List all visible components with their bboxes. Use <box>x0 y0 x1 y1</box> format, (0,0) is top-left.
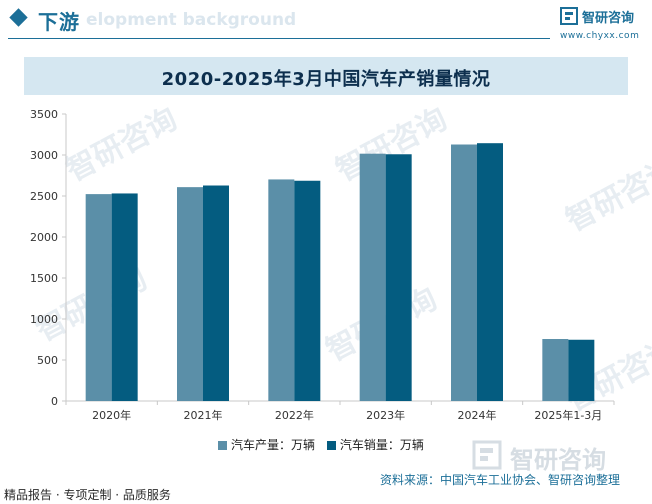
bar-sales <box>477 143 503 401</box>
watermark-logo-icon <box>472 440 502 470</box>
header-divider <box>8 38 550 39</box>
x-tick-label: 2024年 <box>458 408 497 422</box>
chart-title-band: 2020-2025年3月中国汽车产销量情况 <box>24 57 628 95</box>
y-tick-label: 3000 <box>30 149 58 162</box>
y-tick-label: 2500 <box>30 190 58 203</box>
y-tick-label: 500 <box>37 354 58 367</box>
section-title: 下游 <box>38 10 80 34</box>
bar-production <box>451 144 477 401</box>
bar-production <box>177 187 203 401</box>
x-tick-label: 2022年 <box>275 408 314 422</box>
legend-label-production: 汽车产量：万辆 <box>231 438 316 452</box>
x-tick-label: 2025年1-3月 <box>534 408 602 422</box>
y-tick-label: 3500 <box>30 108 58 121</box>
bar-production <box>85 194 112 401</box>
legend-label-sales: 汽车销量：万辆 <box>339 438 424 452</box>
y-tick-label: 2000 <box>30 231 58 244</box>
legend-item-production: 汽车产量：万辆 <box>218 436 315 453</box>
chart-title: 2020-2025年3月中国汽车产销量情况 <box>161 69 491 90</box>
watermark-footer-text: 智研咨询 <box>510 446 606 474</box>
background-text: elopment background <box>86 10 297 30</box>
x-tick-label: 2020年 <box>92 408 131 422</box>
bar-sales <box>203 185 229 401</box>
bar-sales <box>111 193 138 401</box>
bar-production <box>359 153 386 401</box>
page-header: 下游 elopment background 智研咨询 www.chyxx.co… <box>0 0 652 44</box>
brand-logo-icon <box>560 7 578 25</box>
legend-swatch-production <box>218 441 227 450</box>
legend-swatch-sales <box>326 441 336 450</box>
bar-chart: 0 500 1000 1500 2000 2500 3000 3500 2020年 2021年 20… <box>30 108 615 422</box>
legend: 汽车产量：万辆 汽车销量：万辆 <box>218 436 432 453</box>
footer-tagline: 精品报告 · 专项定制 · 品质服务 <box>4 488 171 502</box>
bar-sales <box>568 339 595 401</box>
brand-name: 智研咨询 <box>582 11 635 26</box>
brand-url: www.chyxx.com <box>560 31 640 41</box>
legend-item-sales: 汽车销量：万辆 <box>326 436 424 453</box>
bar-sales <box>294 180 321 401</box>
bar-production <box>268 179 295 401</box>
x-tick-label: 2023年 <box>366 408 405 422</box>
y-tick-label: 1500 <box>30 272 58 285</box>
diamond-icon <box>9 8 28 27</box>
bar-production <box>542 339 569 401</box>
y-tick-label: 1000 <box>30 313 58 326</box>
x-tick-label: 2021年 <box>184 408 223 422</box>
bar-sales <box>385 154 412 401</box>
source-note: 资料来源：中国汽车工业协会、智研咨询整理 <box>380 473 621 487</box>
y-tick-label: 0 <box>51 395 58 408</box>
